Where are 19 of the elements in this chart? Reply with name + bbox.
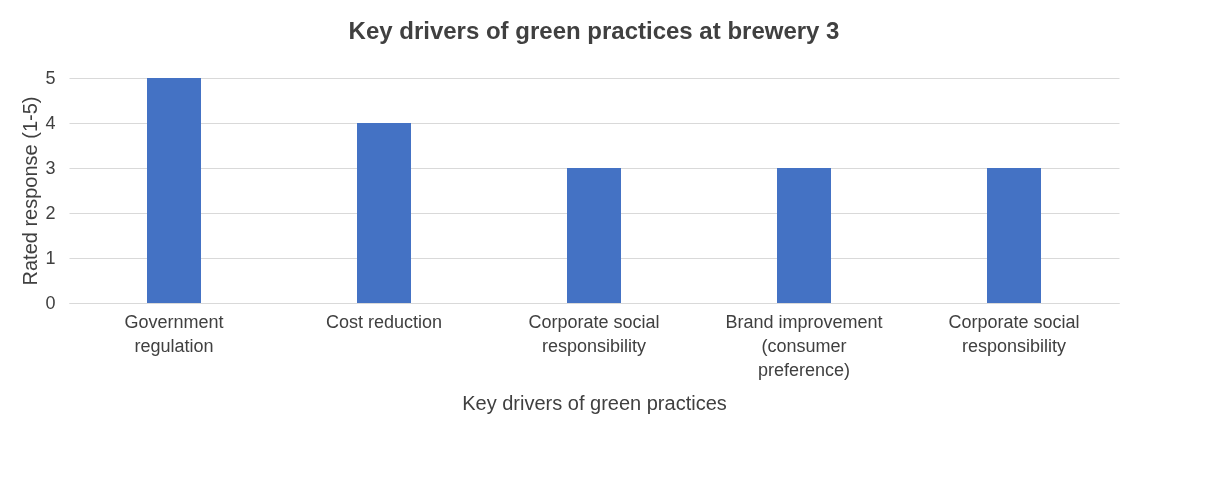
- y-tick-label: 0: [45, 292, 56, 313]
- y-tick-label: 3: [45, 157, 56, 178]
- x-tick-label: Cost reduction: [325, 311, 443, 332]
- chart-title: Key drivers of green practices at brewery 3: [348, 17, 840, 44]
- bar: [777, 168, 831, 303]
- x-tick-label: Brand improvement (consumer preference): [725, 311, 883, 380]
- bar: [567, 168, 621, 303]
- x-tick-label: Government regulation: [124, 311, 224, 356]
- y-axis-title: Rated response (1-5): [19, 96, 42, 286]
- y-tick-label: 4: [45, 112, 56, 133]
- y-tick-label: 1: [45, 247, 56, 268]
- y-tick-label: 2: [45, 202, 56, 223]
- bar: [147, 78, 201, 303]
- y-tick-label: 5: [45, 67, 56, 88]
- bar: [357, 123, 411, 303]
- x-tick-label: Corporate social responsibility: [528, 311, 660, 356]
- x-tick-label: Corporate social responsibility: [948, 311, 1080, 356]
- bar: [987, 168, 1041, 303]
- x-axis-title: Key drivers of green practices: [462, 391, 727, 414]
